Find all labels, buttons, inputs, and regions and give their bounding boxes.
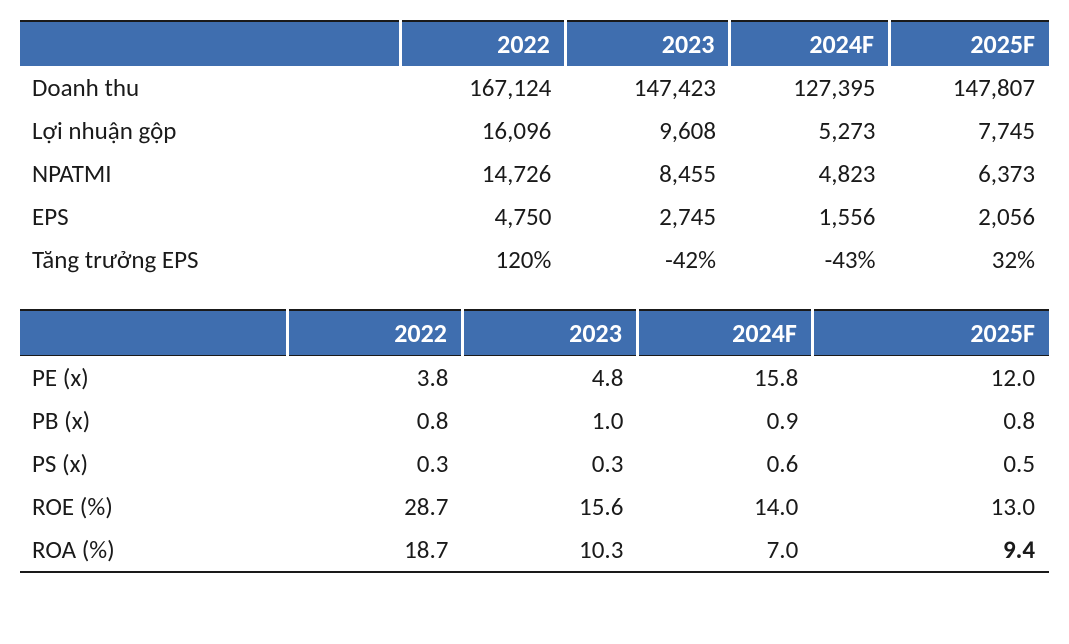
value-cell: 9,608 bbox=[565, 109, 730, 152]
metric-label: PS (x) bbox=[20, 442, 288, 485]
value-cell: 0.8 bbox=[812, 399, 1049, 442]
year-header: 2022 bbox=[401, 21, 566, 66]
table-row: PE (x) 3.8 4.8 15.8 12.0 bbox=[20, 356, 1049, 400]
table-row: Doanh thu 167,124 147,423 127,395 147,80… bbox=[20, 66, 1049, 109]
metric-header-blank bbox=[20, 310, 288, 356]
financials-table: 2022 2023 2024F 2025F Doanh thu 167,124 … bbox=[20, 20, 1049, 281]
table-row: ROA (%) 18.7 10.3 7.0 9.4 bbox=[20, 528, 1049, 572]
value-cell: 6,373 bbox=[889, 152, 1049, 195]
metric-header-blank bbox=[20, 21, 401, 66]
value-cell: 127,395 bbox=[730, 66, 889, 109]
value-cell: -43% bbox=[730, 238, 889, 281]
year-header: 2024F bbox=[730, 21, 889, 66]
value-cell: 14,726 bbox=[401, 152, 566, 195]
value-cell: 3.8 bbox=[288, 356, 463, 400]
value-cell: 120% bbox=[401, 238, 566, 281]
value-cell: 2,745 bbox=[565, 195, 730, 238]
value-cell: 7.0 bbox=[637, 528, 812, 572]
tables-container: 2022 2023 2024F 2025F Doanh thu 167,124 … bbox=[20, 20, 1049, 573]
value-cell: 0.5 bbox=[812, 442, 1049, 485]
value-cell: 1,556 bbox=[730, 195, 889, 238]
value-cell: 28.7 bbox=[288, 485, 463, 528]
value-cell: 4,823 bbox=[730, 152, 889, 195]
ratios-table: 2022 2023 2024F 2025F PE (x) 3.8 4.8 15.… bbox=[20, 309, 1049, 573]
value-cell: 13.0 bbox=[812, 485, 1049, 528]
year-header: 2023 bbox=[462, 310, 637, 356]
value-cell: 8,455 bbox=[565, 152, 730, 195]
value-cell: 0.3 bbox=[462, 442, 637, 485]
year-header: 2022 bbox=[288, 310, 463, 356]
metric-label: PE (x) bbox=[20, 356, 288, 400]
metric-label: Lợi nhuận gộp bbox=[20, 109, 401, 152]
metric-label: NPATMI bbox=[20, 152, 401, 195]
table-row: PS (x) 0.3 0.3 0.6 0.5 bbox=[20, 442, 1049, 485]
table-row: Lợi nhuận gộp 16,096 9,608 5,273 7,745 bbox=[20, 109, 1049, 152]
value-cell: 12.0 bbox=[812, 356, 1049, 400]
year-header: 2025F bbox=[812, 310, 1049, 356]
value-cell: 15.8 bbox=[637, 356, 812, 400]
metric-label: ROE (%) bbox=[20, 485, 288, 528]
metric-label: Doanh thu bbox=[20, 66, 401, 109]
value-cell: 10.3 bbox=[462, 528, 637, 572]
table-row: ROE (%) 28.7 15.6 14.0 13.0 bbox=[20, 485, 1049, 528]
year-header: 2023 bbox=[565, 21, 730, 66]
value-cell: 0.3 bbox=[288, 442, 463, 485]
value-cell: 0.6 bbox=[637, 442, 812, 485]
value-cell: 15.6 bbox=[462, 485, 637, 528]
metric-label: Tăng trưởng EPS bbox=[20, 238, 401, 281]
table-row: EPS 4,750 2,745 1,556 2,056 bbox=[20, 195, 1049, 238]
year-header: 2025F bbox=[889, 21, 1049, 66]
table-header-row: 2022 2023 2024F 2025F bbox=[20, 21, 1049, 66]
value-cell: 147,807 bbox=[889, 66, 1049, 109]
value-cell: 14.0 bbox=[637, 485, 812, 528]
value-cell: 2,056 bbox=[889, 195, 1049, 238]
metric-label: PB (x) bbox=[20, 399, 288, 442]
table-row: PB (x) 0.8 1.0 0.9 0.8 bbox=[20, 399, 1049, 442]
value-cell: 167,124 bbox=[401, 66, 566, 109]
value-cell: 0.8 bbox=[288, 399, 463, 442]
value-cell: 0.9 bbox=[637, 399, 812, 442]
value-cell: 18.7 bbox=[288, 528, 463, 572]
value-cell: -42% bbox=[565, 238, 730, 281]
table-row: NPATMI 14,726 8,455 4,823 6,373 bbox=[20, 152, 1049, 195]
value-cell: 9.4 bbox=[812, 528, 1049, 572]
value-cell: 5,273 bbox=[730, 109, 889, 152]
table-row: Tăng trưởng EPS 120% -42% -43% 32% bbox=[20, 238, 1049, 281]
year-header: 2024F bbox=[637, 310, 812, 356]
value-cell: 147,423 bbox=[565, 66, 730, 109]
value-cell: 1.0 bbox=[462, 399, 637, 442]
value-cell: 7,745 bbox=[889, 109, 1049, 152]
value-cell: 4,750 bbox=[401, 195, 566, 238]
table-header-row: 2022 2023 2024F 2025F bbox=[20, 310, 1049, 356]
value-cell: 4.8 bbox=[462, 356, 637, 400]
metric-label: EPS bbox=[20, 195, 401, 238]
value-cell: 16,096 bbox=[401, 109, 566, 152]
metric-label: ROA (%) bbox=[20, 528, 288, 572]
value-cell: 32% bbox=[889, 238, 1049, 281]
